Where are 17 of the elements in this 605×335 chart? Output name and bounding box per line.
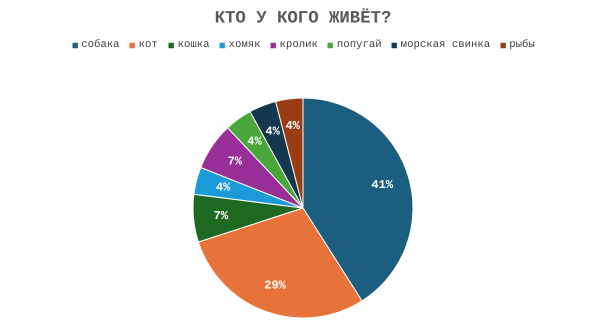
data-label: 4%	[216, 180, 232, 194]
data-label: 29%	[264, 278, 287, 293]
legend-label: собака	[81, 39, 120, 51]
legend-label: кошка	[178, 39, 210, 51]
chart-title: КТО У КОГО ЖИВЁТ?	[214, 8, 392, 28]
legend-label: кролик	[280, 39, 318, 51]
legend-label: хомяк	[228, 39, 261, 51]
legend-label: рыбы	[509, 39, 535, 51]
data-label: 4%	[265, 124, 281, 138]
data-label: 41%	[371, 178, 394, 192]
legend-label: кот	[138, 39, 159, 51]
data-label: 7%	[228, 154, 243, 169]
data-label: 4%	[285, 119, 301, 134]
data-label: 4%	[247, 134, 263, 148]
legend-label: морская свинка	[400, 39, 490, 51]
legend-label: попугай	[336, 39, 382, 51]
data-label: 7%	[214, 208, 229, 223]
